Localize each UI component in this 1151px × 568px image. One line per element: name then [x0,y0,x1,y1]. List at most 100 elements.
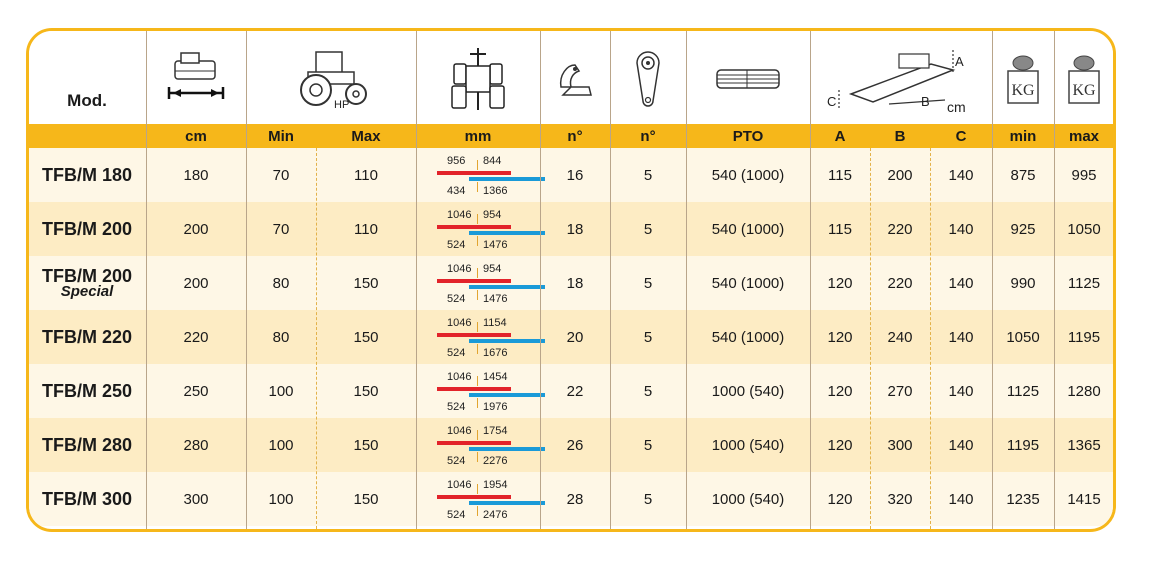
blue-bar [469,339,545,343]
dim-c-cell: 140 [948,274,974,292]
weight-max-cell: 1280 [1067,382,1101,400]
unit-belts: n° [640,127,656,145]
dim-b-cell: 220 [887,220,913,238]
track-diagram: 1046 1154 524 1676 [417,310,545,364]
track-bottom-tick [477,290,478,300]
track-bottom-left: 524 [447,401,466,413]
model-label: TFB/M 280 [41,435,133,455]
belt-icon [611,39,685,119]
table-row [29,310,1113,364]
mower-width-icon [147,39,245,119]
dim-c-cell: 140 [948,490,974,508]
table-row [29,364,1113,418]
dim-a-cell: 120 [827,490,853,508]
dim-b-letter: B [921,94,930,109]
track-top-tick [477,430,478,440]
weight-min-icon: KG [993,39,1053,119]
spec-table: Mod. HP [26,28,1116,532]
track-top-right: 954 [483,209,502,221]
cm-label: cm [947,99,966,114]
unit-kg-max: max [1068,127,1100,145]
column-divider [1054,31,1055,529]
hp-max-cell: 110 [354,220,378,238]
model-label: TFB/M 200 [41,219,133,239]
weight-min-cell: 1050 [1006,328,1040,346]
track-bottom-tick [477,506,478,516]
hp-min-cell: 70 [272,220,290,238]
units-header-row [29,124,1113,148]
track-diagram: 1046 1954 524 2476 [417,472,545,526]
track-bottom-left: 524 [447,509,466,521]
dim-c-cell: 140 [948,436,974,454]
track-bottom-right: 1476 [483,239,508,251]
blue-bar [469,231,545,235]
track-bottom-right: 2476 [483,509,508,521]
blades-count-cell: 22 [566,382,584,400]
dim-b-cell: 220 [887,274,913,292]
weight-min-cell: 1125 [1006,382,1040,400]
table-row [29,202,1113,256]
model-label: TFB/M 300 [41,489,133,509]
unit-c: C [955,127,967,145]
dim-a-letter: A [955,54,964,69]
column-divider [246,31,247,529]
width-cm-cell: 180 [183,166,209,184]
pto-speed-cell: 540 (1000) [711,328,785,346]
dim-b-cell: 200 [887,166,913,184]
column-divider-dashed [870,148,871,529]
width-cm-cell: 250 [183,382,209,400]
width-cm-cell: 220 [183,328,209,346]
dim-a-cell: 120 [827,436,853,454]
belts-count-cell: 5 [643,436,653,454]
track-bottom-right: 1976 [483,401,508,413]
unit-b: B [894,127,906,145]
belts-count-cell: 5 [643,382,653,400]
dim-c-cell: 140 [948,166,974,184]
track-diagram: 1046 1454 524 1976 [417,364,545,418]
unit-hp-max: Max [351,127,381,145]
model-name: TFB/M 300 [29,472,145,526]
track-diagram: 1046 954 524 1476 [417,202,545,256]
hp-max-cell: 150 [353,274,379,292]
track-top-tick [477,160,478,170]
track-top-right: 1754 [483,425,508,437]
track-top-tick [477,484,478,494]
track-top-right: 1454 [483,371,508,383]
blue-bar [469,177,545,181]
pto-speed-cell: 540 (1000) [711,220,785,238]
pto-speed-cell: 1000 (540) [711,436,785,454]
belts-count-cell: 5 [643,220,653,238]
track-bottom-left: 524 [447,293,466,305]
weight-max-cell: 995 [1071,166,1097,184]
track-top-left: 1046 [447,371,472,383]
dim-b-cell: 270 [887,382,913,400]
pto-shaft-icon [687,39,809,119]
track-top-left: 1046 [447,425,472,437]
track-bottom-tick [477,236,478,246]
blue-bar [469,285,545,289]
column-divider [810,31,811,529]
unit-pto: PTO [732,127,764,145]
weight-min-cell: 1235 [1006,490,1040,508]
kg-min-label: KG [1011,82,1035,99]
red-bar [437,225,511,229]
track-bottom-tick [477,452,478,462]
width-cm-cell: 200 [183,274,209,292]
red-bar [437,441,511,445]
hp-max-cell: 110 [354,166,378,184]
belts-count-cell: 5 [643,166,653,184]
dim-a-cell: 120 [827,274,853,292]
hp-min-cell: 80 [272,328,290,346]
blades-count-cell: 20 [566,328,584,346]
blue-bar [469,501,545,505]
track-bottom-right: 2276 [483,455,508,467]
dim-b-cell: 240 [887,328,913,346]
track-bottom-left: 524 [447,455,466,467]
hp-min-cell: 100 [268,436,294,454]
track-bottom-right: 1476 [483,293,508,305]
model-name: TFB/M 200 Special [29,256,145,310]
red-bar [437,333,511,337]
width-cm-cell: 200 [183,220,209,238]
track-width-icon [417,39,539,119]
unit-kg-min: min [1009,127,1037,145]
